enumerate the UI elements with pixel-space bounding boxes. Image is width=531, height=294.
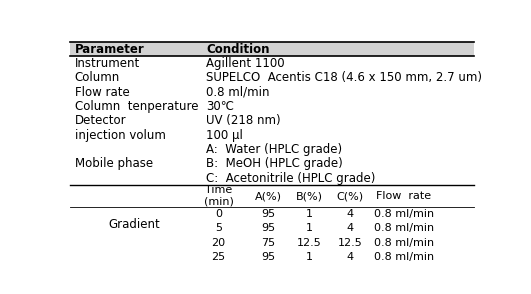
Text: Detector: Detector — [74, 114, 126, 127]
Text: Instrument: Instrument — [74, 57, 140, 70]
Text: C(%): C(%) — [337, 191, 364, 201]
Text: injection volum: injection volum — [74, 129, 166, 142]
Text: 1: 1 — [306, 223, 313, 233]
Text: 0.8 ml/min: 0.8 ml/min — [374, 223, 434, 233]
Text: A(%): A(%) — [254, 191, 281, 201]
Text: Flow  rate: Flow rate — [376, 191, 431, 201]
Text: 0.8 ml/min: 0.8 ml/min — [374, 238, 434, 248]
Text: 5: 5 — [215, 223, 222, 233]
Text: 12.5: 12.5 — [338, 238, 363, 248]
Text: Mobile phase: Mobile phase — [74, 158, 153, 171]
Text: 95: 95 — [261, 223, 275, 233]
Text: A:  Water (HPLC grade): A: Water (HPLC grade) — [206, 143, 342, 156]
Text: 100 μl: 100 μl — [206, 129, 243, 142]
Text: 0.8 ml/min: 0.8 ml/min — [206, 86, 270, 99]
Text: 0: 0 — [215, 209, 222, 219]
Text: Agillent 1100: Agillent 1100 — [206, 57, 285, 70]
Text: B:  MeOH (HPLC grade): B: MeOH (HPLC grade) — [206, 158, 343, 171]
Text: 1: 1 — [306, 209, 313, 219]
Text: UV (218 nm): UV (218 nm) — [206, 114, 281, 127]
Text: 4: 4 — [347, 223, 354, 233]
Text: 0.8 ml/min: 0.8 ml/min — [374, 252, 434, 262]
Text: 25: 25 — [211, 252, 226, 262]
Text: Condition: Condition — [206, 43, 270, 56]
Text: 95: 95 — [261, 252, 275, 262]
Text: 12.5: 12.5 — [297, 238, 322, 248]
Text: Flow rate: Flow rate — [74, 86, 130, 99]
Text: Gradient: Gradient — [108, 218, 160, 231]
Text: 75: 75 — [261, 238, 275, 248]
Text: C:  Acetonitrile (HPLC grade): C: Acetonitrile (HPLC grade) — [206, 172, 375, 185]
Text: 4: 4 — [347, 252, 354, 262]
Text: 20: 20 — [211, 238, 226, 248]
Text: 95: 95 — [261, 209, 275, 219]
Text: Time
(min): Time (min) — [204, 186, 234, 207]
Text: 0.8 ml/min: 0.8 ml/min — [374, 209, 434, 219]
Text: B(%): B(%) — [296, 191, 323, 201]
Text: Parameter: Parameter — [74, 43, 144, 56]
Text: 30℃: 30℃ — [206, 100, 234, 113]
Text: 4: 4 — [347, 209, 354, 219]
Text: 1: 1 — [306, 252, 313, 262]
Bar — [71, 42, 474, 56]
Text: Column  tenperature: Column tenperature — [74, 100, 198, 113]
Text: Column: Column — [74, 71, 120, 84]
Text: SUPELCO  Acentis C18 (4.6 x 150 mm, 2.7 um): SUPELCO Acentis C18 (4.6 x 150 mm, 2.7 u… — [206, 71, 482, 84]
